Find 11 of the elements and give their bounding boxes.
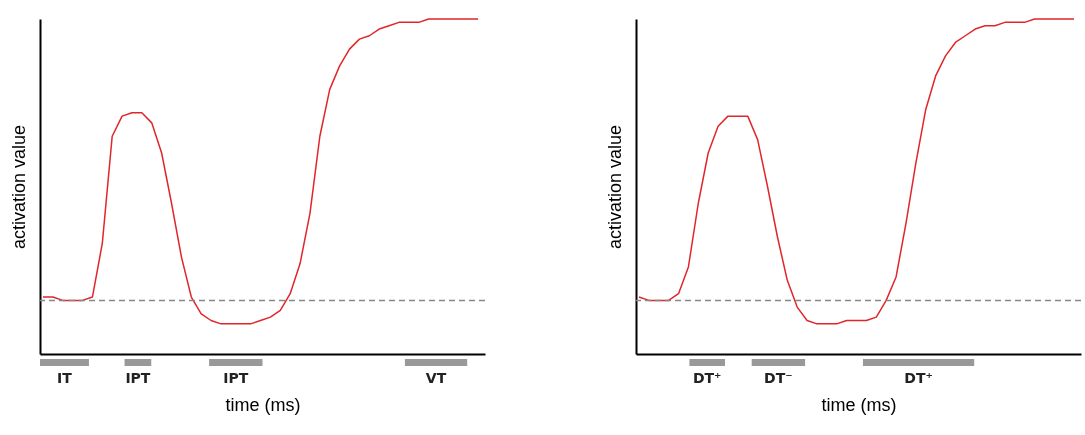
y-axis-title: activation value: [604, 124, 625, 250]
text: IPT: [125, 370, 151, 386]
text: IPT: [223, 370, 249, 386]
text: DT⁺: [692, 370, 722, 386]
text: DT⁺: [904, 370, 933, 386]
y-axis-title: activation value: [8, 124, 29, 250]
text: DT⁻: [764, 370, 793, 386]
text: IT: [57, 370, 73, 386]
x-axis-title: time (ms): [225, 394, 301, 415]
x-axis-title: time (ms): [821, 394, 897, 415]
text: VT: [425, 370, 447, 386]
